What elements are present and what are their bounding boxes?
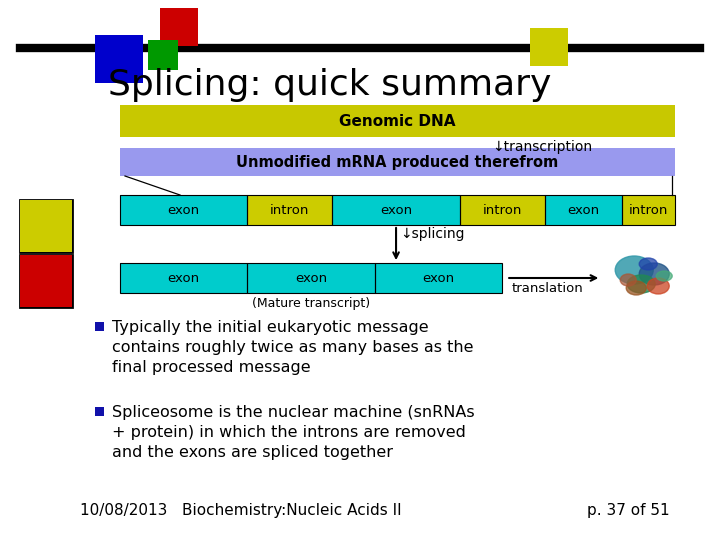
Text: exon: exon [295,272,327,285]
Bar [120,263,248,293]
Bar [120,148,675,176]
Ellipse shape [647,278,669,294]
Bar [120,195,248,225]
Bar [20,255,72,307]
Text: p. 37 of 51: p. 37 of 51 [588,503,670,518]
Text: Spliceosome is the nuclear machine (snRNAs
+ protein) in which the introns are r: Spliceosome is the nuclear machine (snRN… [112,405,474,460]
Bar [160,8,198,46]
Text: ↓splicing: ↓splicing [400,227,464,241]
Bar [545,195,622,225]
Bar [95,407,104,416]
Bar [622,195,675,225]
Text: Genomic DNA: Genomic DNA [339,113,456,129]
Ellipse shape [615,256,653,284]
Ellipse shape [627,275,655,293]
Bar [20,200,72,252]
Bar [248,195,333,225]
Bar [120,105,675,137]
Bar [248,195,333,225]
Bar [248,263,375,293]
Ellipse shape [626,281,647,295]
Text: Unmodified mRNA produced therefrom: Unmodified mRNA produced therefrom [236,154,559,170]
Text: (Mature transcript): (Mature transcript) [252,297,370,310]
Text: exon: exon [423,272,454,285]
Text: exon: exon [567,204,599,217]
Ellipse shape [656,271,672,281]
Text: 10/08/2013   Biochemistry:Nucleic Acids II: 10/08/2013 Biochemistry:Nucleic Acids II [80,503,402,518]
Ellipse shape [620,274,636,286]
Bar [248,263,375,293]
Bar [530,28,568,66]
Bar [120,195,248,225]
Bar [20,255,72,307]
Bar [95,322,104,331]
Text: intron: intron [482,204,522,217]
Text: ↓transcription: ↓transcription [492,140,592,154]
Text: exon: exon [168,204,199,217]
Ellipse shape [639,258,657,270]
Text: Splicing: quick summary: Splicing: quick summary [108,68,552,102]
Bar [120,263,248,293]
Bar [545,195,622,225]
Bar [20,200,72,252]
Bar [333,195,460,225]
Text: Typically the initial eukaryotic message
contains roughly twice as many bases as: Typically the initial eukaryotic message… [112,320,474,375]
Bar [460,195,545,225]
Bar [375,263,503,293]
Text: intron: intron [629,204,668,217]
Ellipse shape [639,263,669,285]
Text: intron: intron [270,204,310,217]
Bar [460,195,545,225]
Bar [148,40,178,70]
Bar [95,35,143,83]
Bar [622,195,675,225]
Bar [333,195,460,225]
Text: translation: translation [511,282,583,295]
Text: exon: exon [168,272,199,285]
Bar [375,263,503,293]
Text: exon: exon [380,204,412,217]
